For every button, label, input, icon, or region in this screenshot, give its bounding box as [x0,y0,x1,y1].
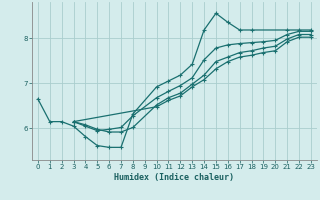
X-axis label: Humidex (Indice chaleur): Humidex (Indice chaleur) [115,173,234,182]
